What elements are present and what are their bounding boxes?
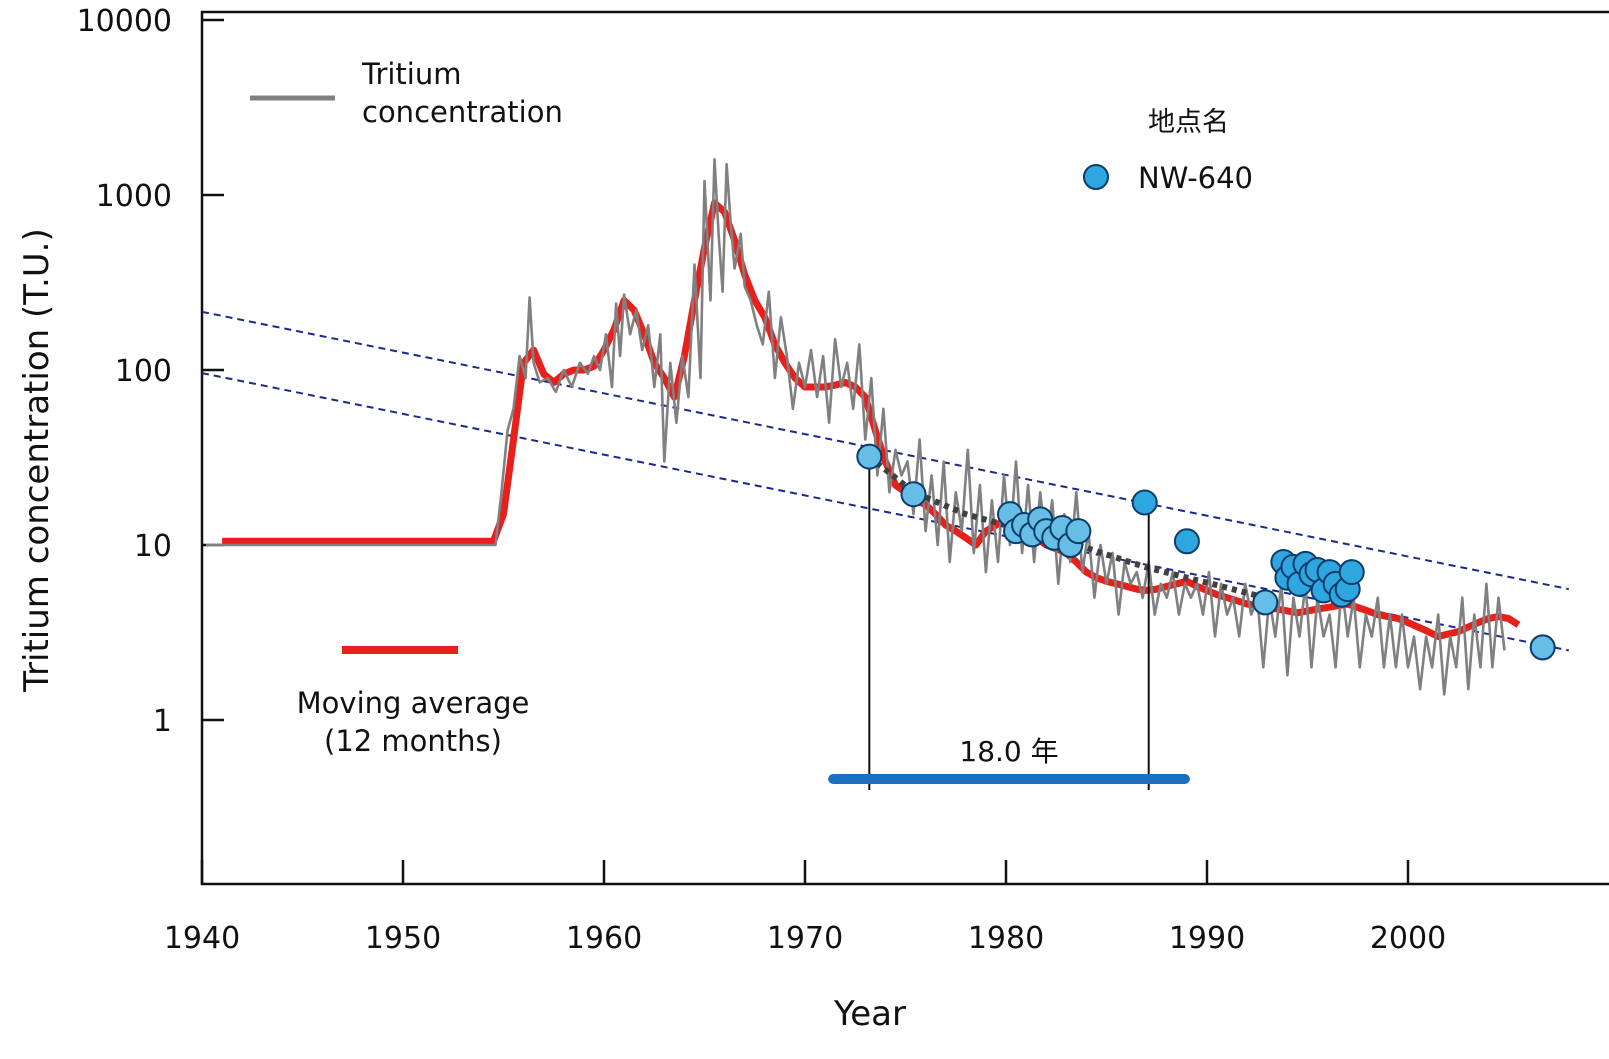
y-axis-title: Tritium concentration (T.U.): [17, 228, 57, 693]
x-tick-label: 1950: [365, 921, 441, 956]
point-legend: 地点名 NW-640: [1083, 107, 1253, 195]
nw640-points: [856, 443, 1556, 661]
tritium-series: [206, 158, 1506, 696]
nw640-point: [1338, 559, 1365, 586]
decay-lines: [202, 310, 1569, 652]
y-axis: 10000 1000 100 10 1: [77, 4, 224, 739]
plot-area: 18.0 年: [202, 158, 1569, 790]
interval-annotation: 18.0 年: [828, 456, 1190, 790]
nw640-point: [1131, 489, 1158, 516]
legend-ma-label: (12 months): [324, 724, 502, 758]
point-legend-label: NW-640: [1138, 161, 1253, 195]
x-tick-label: 1970: [767, 921, 843, 956]
point-legend-title: 地点名: [1148, 107, 1229, 138]
legend-tritium-label: Tritium: [361, 57, 462, 91]
nw640-point: [900, 481, 927, 508]
x-axis: 1940 1950 1960 1970 1980 1990 2000: [164, 860, 1446, 956]
nw640-point: [1529, 634, 1556, 661]
nw640-point: [1065, 518, 1092, 545]
legend-tritium-label: concentration: [362, 95, 563, 129]
y-tick-label: 10000: [77, 4, 172, 39]
nw640-point: [1173, 528, 1200, 555]
nw640-point: [856, 443, 883, 470]
nw640-point: [1252, 589, 1279, 616]
x-tick-label: 1990: [1169, 921, 1245, 956]
interval-label: 18.0 年: [959, 735, 1058, 768]
legend: Tritium concentration Moving average (12 mo…: [250, 57, 563, 758]
y-tick-label: 100: [115, 354, 172, 389]
plot-frame: [200, 10, 1609, 886]
legend-ma-label: Moving average: [297, 686, 530, 720]
y-tick-label: 10: [134, 529, 172, 564]
trend-line: [867, 454, 1267, 601]
y-tick-label: 1000: [96, 179, 172, 214]
decay-line: [202, 372, 1569, 652]
point-legend-marker: [1083, 164, 1109, 190]
x-tick-label: 1980: [968, 921, 1044, 956]
trend-dotted-line: [867, 454, 1267, 601]
y-tick-label: 1: [153, 704, 172, 739]
x-tick-label: 1940: [164, 921, 240, 956]
x-axis-title: Year: [833, 994, 906, 1034]
tritium-line: [206, 158, 1506, 696]
x-tick-label: 2000: [1370, 921, 1446, 956]
x-tick-label: 1960: [566, 921, 642, 956]
